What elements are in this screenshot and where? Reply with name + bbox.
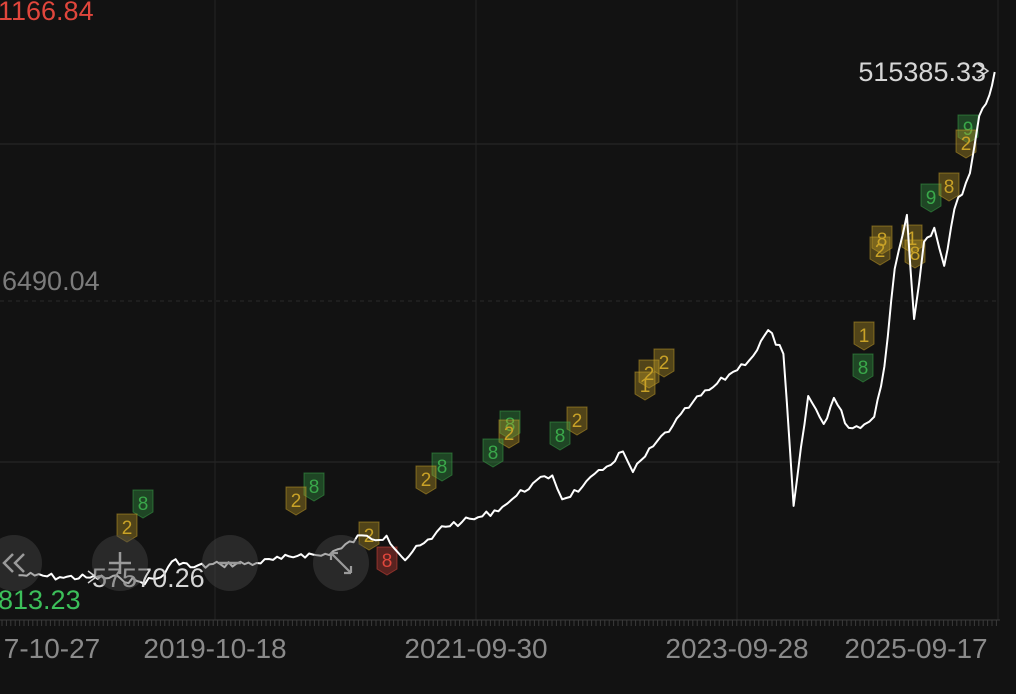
trade-marker[interactable]: 8 (852, 353, 874, 383)
trade-marker[interactable]: 8 (871, 225, 893, 255)
trade-marker[interactable]: 8 (482, 438, 504, 468)
trade-marker[interactable]: 2 (869, 236, 891, 266)
x-tick-label: 7-10-27 (3, 633, 101, 664)
min-pointer-arrow (87, 570, 97, 584)
trade-marker[interactable]: 8 (938, 172, 960, 202)
series-line (18, 71, 996, 586)
min-value-label: 57570.26 (92, 563, 205, 593)
plus-icon (107, 550, 133, 576)
trade-marker[interactable]: 2 (498, 419, 520, 449)
trade-marker-label: 8 (910, 244, 921, 265)
trade-marker-label: 8 (944, 177, 955, 198)
trade-marker-label: 1 (859, 326, 870, 347)
x-axis (0, 619, 1000, 626)
trade-marker-label: 8 (437, 457, 448, 478)
fullscreen-button[interactable] (313, 535, 369, 591)
trade-marker[interactable]: 2 (566, 406, 588, 436)
trade-marker-label: 2 (644, 364, 655, 385)
trade-marker-label: 2 (291, 491, 302, 512)
trade-marker[interactable]: 2 (285, 486, 307, 516)
x-tick-label: 2025-09-17 (844, 633, 988, 664)
trade-marker-label: 2 (875, 241, 886, 262)
trade-marker[interactable]: 9 (920, 183, 942, 213)
x-tick-label: 2023-09-28 (665, 633, 809, 664)
trade-marker-label: 8 (555, 426, 566, 447)
trade-marker-label: 1 (640, 376, 651, 397)
trade-marker[interactable]: 2 (116, 513, 138, 543)
trade-marker[interactable]: 1 (634, 371, 656, 401)
trade-marker[interactable]: 8 (499, 410, 521, 440)
trade-marker-label: 2 (961, 134, 972, 155)
trade-marker[interactable]: 2 (955, 129, 977, 159)
x-tick-label: 2021-09-30 (404, 633, 548, 664)
zoom-in-button[interactable] (92, 535, 148, 591)
grid-lines (0, 0, 1000, 620)
max-value-label: 515385.33 (858, 57, 986, 87)
trade-marker[interactable]: 8 (549, 421, 571, 451)
trade-marker[interactable]: 2 (638, 359, 660, 389)
trade-marker[interactable]: 1 (853, 321, 875, 351)
double-chevron-left-icon (1, 552, 27, 574)
trade-marker-label: 8 (488, 443, 499, 464)
trade-marker-label: 8 (382, 551, 393, 572)
trade-marker-label: 2 (122, 518, 133, 539)
trade-marker[interactable]: 8 (132, 489, 154, 519)
zoom-out-button[interactable] (202, 535, 258, 591)
trade-marker[interactable]: 2 (415, 465, 437, 495)
trade-marker-label: 2 (504, 424, 515, 445)
trade-marker-label: 8 (858, 358, 869, 379)
trade-marker-label: 8 (309, 477, 320, 498)
max-pointer (87, 63, 990, 584)
trade-marker-label: 2 (421, 470, 432, 491)
trade-marker-label: 9 (926, 188, 937, 209)
trade-marker-label: 2 (659, 353, 670, 374)
trade-marker-label: 8 (505, 415, 516, 436)
y-axis-low-label: 813.23 (0, 585, 81, 615)
max-pointer-arrow (977, 63, 990, 79)
y-axis-mid-label: 6490.04 (2, 266, 100, 296)
x-tick-label: 2019-10-18 (143, 633, 287, 664)
expand-arrows-icon (327, 549, 355, 577)
trade-marker-label: 8 (138, 494, 149, 515)
trade-marker[interactable]: 8 (431, 452, 453, 482)
trade-marker-label: 8 (877, 230, 888, 251)
minus-icon (217, 550, 243, 576)
trade-marker-label: 2 (572, 411, 583, 432)
trade-marker[interactable]: 8 (376, 546, 398, 576)
trade-marker[interactable]: 8 (303, 472, 325, 502)
y-axis-top-label: 1166.84 (0, 0, 94, 26)
